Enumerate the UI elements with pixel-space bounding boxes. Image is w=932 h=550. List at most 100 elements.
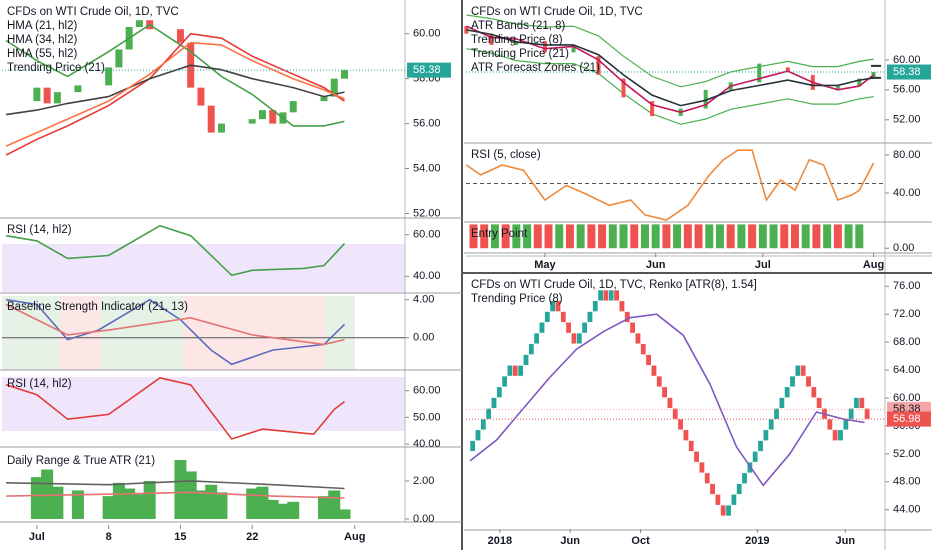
line (466, 14, 874, 88)
line (5, 23, 345, 127)
last-price-label: 58.38 (413, 64, 441, 76)
renko-brick (789, 375, 796, 388)
renko-brick (826, 418, 833, 431)
signal-bar (501, 224, 510, 249)
line (465, 149, 875, 221)
x-tick-label: Aug (344, 531, 365, 543)
candle (785, 67, 790, 72)
x-tick-label: May (534, 259, 556, 271)
strength-zone (183, 296, 325, 370)
renko-brick (469, 440, 476, 452)
line (469, 313, 865, 487)
y-tick-label: 4.00 (413, 294, 434, 306)
renko-brick (794, 365, 801, 377)
bar (143, 480, 156, 519)
legend-entry: Trending Price (21) (471, 48, 569, 60)
y-tick-label: 44.00 (893, 504, 921, 516)
bar (30, 477, 43, 519)
bar (205, 484, 218, 519)
rsi-band (2, 377, 405, 431)
x-tick-label: Oct (631, 535, 650, 547)
renko-brick (736, 483, 743, 495)
strength-zone (325, 296, 355, 370)
renko-brick (656, 375, 663, 388)
renko-brick (597, 289, 604, 302)
panel-title: RSI (5, close) (471, 149, 541, 161)
renko-brick (592, 300, 599, 312)
panel-title: CFDs on WTI Crude Oil, 1D, TVC (471, 6, 643, 18)
bar (276, 503, 289, 519)
signal-bar (480, 224, 489, 249)
y-tick-label: 50.00 (413, 411, 441, 423)
candle (857, 78, 862, 87)
panel-title: CFDs on WTI Crude Oil, 1D, TVC (7, 6, 179, 18)
legend-entry: Trending Price (8) (471, 34, 563, 46)
renko-brick (640, 343, 647, 355)
signal-bar (715, 224, 724, 249)
renko-brick (720, 504, 727, 517)
renko-brick (672, 408, 679, 420)
signal-bar (523, 224, 532, 249)
signal-bar (555, 224, 564, 249)
renko-brick (571, 332, 577, 345)
line (466, 29, 874, 107)
signal-bar (737, 224, 746, 249)
renko-brick (864, 408, 871, 420)
renko-brick (661, 386, 668, 398)
bar (123, 488, 136, 519)
renko-brick (800, 365, 807, 377)
line (6, 480, 345, 490)
renko-brick (762, 429, 769, 441)
bar (287, 501, 300, 519)
price-box (887, 411, 931, 427)
renko-brick (512, 365, 519, 377)
panel-title: RSI (14, hl2) (7, 378, 72, 390)
x-tick-label: 15 (174, 531, 186, 543)
panel-title: CFDs on WTI Crude Oil, 1D, TVC, Renko [A… (471, 279, 757, 291)
bar (246, 488, 259, 519)
renko-brick (709, 483, 716, 495)
bar (317, 496, 330, 519)
renko-brick (629, 322, 636, 334)
renko-brick (714, 494, 721, 506)
renko-brick (650, 365, 657, 377)
last-price-box (887, 64, 931, 80)
signal-bar (673, 224, 682, 249)
candle (135, 20, 143, 27)
candle (258, 110, 266, 120)
bar (102, 496, 115, 519)
signal-bar (576, 224, 585, 249)
renko-brick (682, 429, 689, 441)
renko-brick (485, 408, 492, 420)
candle (105, 67, 113, 86)
last-price-label: 58.38 (893, 66, 921, 78)
signal-bar (823, 224, 832, 249)
renko-brick (603, 289, 609, 302)
y-tick-label: 40.00 (413, 438, 441, 450)
candle (217, 123, 225, 133)
signal-bar (748, 224, 757, 249)
y-tick-label: 60.00 (413, 229, 441, 241)
y-tick-label: 80.00 (893, 149, 921, 161)
candle (115, 49, 123, 68)
y-tick-label: 40.00 (413, 270, 441, 282)
line (466, 48, 874, 125)
renko-brick (848, 408, 855, 420)
bar (328, 490, 341, 519)
y-tick-label: 52.00 (893, 448, 921, 460)
candle (289, 101, 297, 113)
line (5, 64, 345, 116)
signal-bar (833, 224, 842, 249)
last-price-box (407, 62, 451, 78)
renko-brick (555, 300, 561, 312)
rsi-band (2, 244, 405, 292)
renko-brick (768, 418, 775, 431)
strength-zone (100, 296, 183, 370)
signal-bar (544, 224, 553, 249)
y-tick-label: 56.00 (893, 84, 921, 96)
signal-bar (801, 224, 810, 249)
renko-brick (837, 429, 844, 441)
renko-brick (613, 289, 620, 302)
signal-bar (780, 224, 789, 249)
